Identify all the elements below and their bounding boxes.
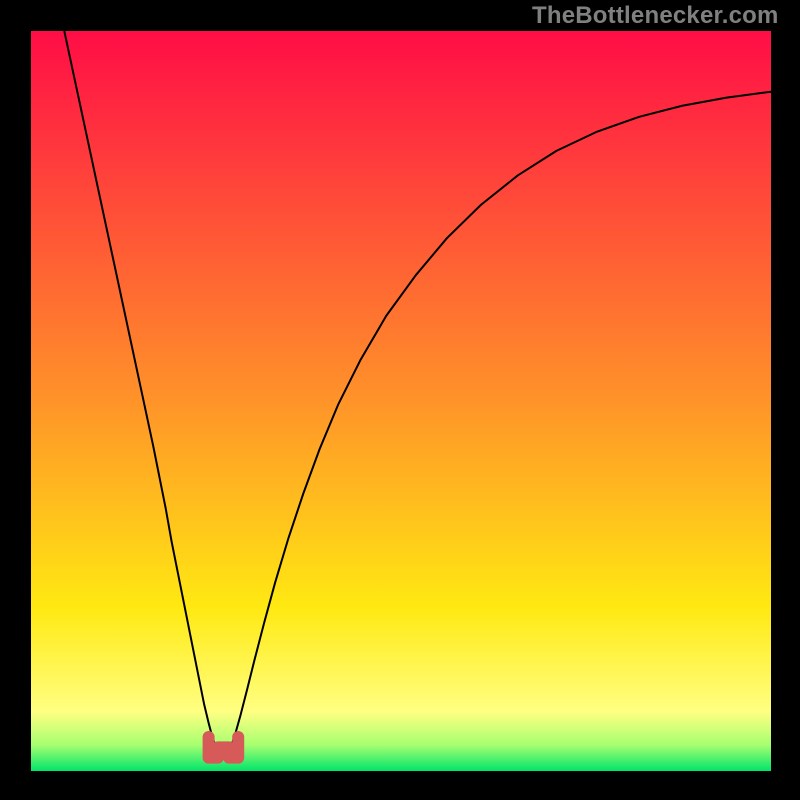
- plot-area: [31, 31, 771, 771]
- plot-svg: [31, 31, 771, 771]
- bottleneck-curve: [64, 31, 771, 756]
- valley-marker: [209, 737, 239, 758]
- chart-wrapper: TheBottlenecker.com: [0, 0, 800, 800]
- watermark-text: TheBottlenecker.com: [532, 2, 779, 30]
